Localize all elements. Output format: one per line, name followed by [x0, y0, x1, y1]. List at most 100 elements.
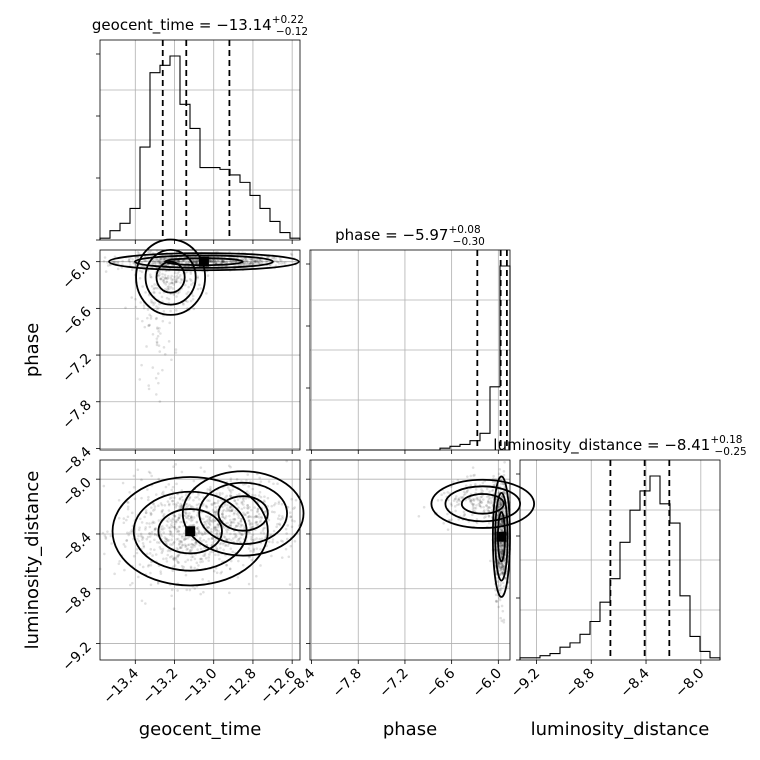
scatter-point: [228, 567, 232, 571]
scatter-point: [157, 519, 161, 522]
scatter-point: [208, 522, 211, 525]
scatter-point: [193, 587, 197, 590]
scatter-point: [259, 519, 263, 522]
scatter-point: [161, 279, 165, 282]
scatter-point: [211, 259, 214, 262]
scatter-point: [500, 515, 503, 518]
scatter-point: [182, 537, 186, 541]
scatter-point: [187, 543, 191, 547]
scatter-point: [487, 497, 491, 501]
scatter-point: [473, 473, 476, 477]
scatter-point: [267, 518, 271, 522]
scatter-point: [154, 527, 158, 530]
scatter-point: [278, 257, 282, 260]
scatter-point: [200, 540, 203, 543]
contour-line: [494, 491, 509, 582]
scatter-point: [192, 259, 196, 263]
scatter-point: [213, 529, 216, 532]
scatter-point: [167, 526, 171, 529]
scatter-point: [141, 542, 145, 545]
scatter-point: [259, 564, 262, 567]
scatter-point: [501, 565, 504, 568]
scatter-point: [103, 256, 107, 259]
scatter-point: [256, 523, 260, 526]
scatter-point: [207, 526, 210, 529]
scatter-point: [471, 507, 475, 511]
scatter-point: [211, 508, 215, 512]
scatter-point: [201, 578, 204, 581]
scatter-point: [195, 521, 199, 524]
scatter-point: [500, 515, 503, 518]
scatter-point: [183, 531, 186, 535]
scatter-point: [457, 498, 460, 502]
scatter-point: [239, 536, 242, 540]
scatter-point: [242, 499, 245, 503]
scatter-point: [104, 537, 108, 540]
xtick-label: −8.0: [672, 666, 707, 701]
scatter-point: [159, 261, 162, 264]
scatter-point: [147, 324, 150, 327]
scatter-point: [446, 490, 450, 494]
scatter-point: [261, 529, 265, 532]
scatter-point: [196, 495, 199, 499]
scatter-point: [230, 509, 233, 513]
scatter-point: [171, 513, 175, 516]
hist-panel-phase: phase = −5.97+0.08 −0.30: [306, 224, 511, 454]
scatter-point: [491, 488, 495, 492]
scatter-point: [211, 536, 214, 540]
scatter-point: [140, 270, 144, 274]
scatter-point: [184, 537, 187, 541]
scatter-point: [149, 317, 153, 320]
scatter-point: [500, 548, 504, 552]
scatter-point: [192, 281, 195, 285]
scatter-point: [199, 466, 203, 469]
scatter-point: [111, 260, 115, 264]
scatter-point: [475, 497, 479, 500]
scatter-point: [205, 505, 208, 508]
scatter-point: [253, 258, 257, 262]
scatter-point: [228, 489, 232, 493]
scatter-point: [446, 528, 450, 531]
scatter-point: [479, 500, 483, 504]
scatter-point: [243, 258, 246, 262]
scatter-point: [272, 482, 275, 486]
scatter-point: [191, 506, 195, 509]
scatter-point: [214, 505, 218, 509]
scatter-point: [498, 596, 501, 600]
scatter-point: [158, 545, 162, 549]
scatter-point: [233, 535, 237, 539]
scatter-point: [248, 506, 251, 509]
scatter-point: [480, 488, 483, 491]
scatter-point: [155, 305, 158, 308]
scatter-point: [488, 506, 492, 509]
scatter-point: [199, 592, 202, 596]
scatter-point: [500, 548, 504, 551]
scatter-point: [216, 259, 220, 263]
scatter-point: [179, 281, 182, 284]
scatter-point: [501, 572, 505, 575]
scatter-point: [278, 523, 282, 527]
scatter-point: [126, 505, 130, 509]
scatter-point: [195, 534, 198, 537]
scatter-point: [272, 503, 276, 507]
scatter-point: [246, 515, 250, 519]
scatter-point: [499, 552, 503, 556]
scatter-point: [167, 483, 171, 486]
scatter-point: [268, 264, 272, 267]
scatter-point: [488, 490, 491, 493]
scatter-point: [256, 510, 259, 514]
scatter-point: [499, 616, 502, 620]
scatter-point: [290, 519, 294, 522]
scatter-point: [148, 540, 152, 544]
scatter-point: [146, 316, 149, 320]
scatter-point: [498, 561, 501, 565]
scatter-point: [203, 521, 206, 524]
scatter-point: [216, 523, 219, 527]
scatter-point: [501, 569, 504, 572]
scatter-point: [499, 568, 503, 571]
scatter-point: [206, 499, 209, 502]
xaxis-label-geocent_time: geocent_time: [139, 719, 262, 740]
scatter-point: [174, 259, 178, 263]
scatter-point: [249, 515, 253, 519]
scatter-point: [121, 481, 125, 485]
